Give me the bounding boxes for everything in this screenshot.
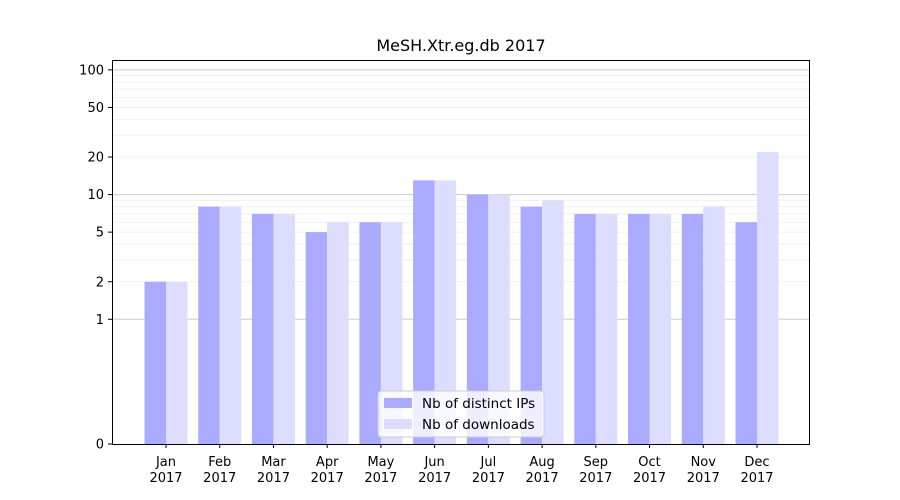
x-tick-label-year: 2017 [257,471,290,486]
y-tick-label: 100 [79,63,104,78]
bar-downloads-jun [434,180,457,444]
bar-downloads-jul [488,194,510,444]
legend-label: Nb of downloads [422,417,535,433]
bars [144,151,779,444]
bar-downloads-oct [649,213,672,444]
x-tick-label-month: Nov [691,455,717,470]
y-tick-label: 50 [87,101,104,116]
bar-distinct-ips-jun [413,180,435,444]
x-axis: Jan2017Feb2017Mar2017Apr2017May2017Jun20… [149,444,774,486]
x-tick-label-month: Jan [155,455,176,470]
bar-distinct-ips-jul [466,194,489,444]
bar-distinct-ips-apr [305,232,328,444]
x-tick-label-year: 2017 [364,471,397,486]
x-tick-label-month: Sep [584,455,609,470]
legend: Nb of distinct IPs Nb of downloads [377,390,545,438]
x-tick-label-month: Aug [529,455,554,470]
bar-downloads-feb [219,206,242,444]
bar-distinct-ips-jan [144,281,166,444]
bar-distinct-ips-aug [520,206,543,444]
bar-downloads-nov [703,206,725,444]
y-tick-label: 1 [96,313,104,328]
x-tick-label-year: 2017 [418,471,451,486]
chart-title: MeSH.Xtr.eg.db 2017 [376,36,545,55]
x-tick-label-month: Dec [744,455,769,470]
bar-downloads-aug [542,200,564,444]
x-tick-label-year: 2017 [740,471,773,486]
bar-distinct-ips-mar [251,213,274,444]
bar-downloads-sep [595,213,618,444]
bar-downloads-apr [327,222,349,444]
bar-distinct-ips-nov [681,213,704,444]
x-tick-label-month: Mar [261,455,286,470]
x-tick-label-year: 2017 [687,471,720,486]
x-tick-label-month: Jul [480,455,497,470]
x-tick-label-year: 2017 [203,471,236,486]
x-tick-label-year: 2017 [311,471,344,486]
legend-swatch [384,398,412,408]
bar-downloads-dec [757,151,779,444]
bar-distinct-ips-may [359,222,381,444]
y-tick-label: 0 [96,438,104,453]
x-tick-label-month: May [367,455,394,470]
x-tick-label-year: 2017 [526,471,559,486]
x-tick-label-year: 2017 [149,471,182,486]
x-tick-label-year: 2017 [633,471,666,486]
bar-downloads-mar [273,213,295,444]
x-tick-label-month: Oct [638,455,660,470]
plot-frame [112,60,810,445]
legend-swatch [384,419,412,429]
legend-box [377,390,545,438]
bar-distinct-ips-sep [574,213,596,444]
y-tick-label: 10 [87,188,104,203]
bar-downloads-jan [166,281,188,444]
y-tick-label: 20 [87,151,104,166]
x-tick-label-month: Jun [423,455,444,470]
y-axis: 0 1 2 5 10 20 50 100 [79,63,112,453]
x-tick-label-year: 2017 [472,471,505,486]
x-tick-label-month: Apr [316,455,339,470]
legend-label: Nb of distinct IPs [422,396,535,412]
bar-distinct-ips-feb [198,206,220,444]
bar-distinct-ips-dec [735,222,757,444]
x-tick-label-month: Feb [208,455,231,470]
bar-distinct-ips-oct [628,213,650,444]
y-tick-label: 5 [96,226,104,241]
x-tick-label-year: 2017 [579,471,612,486]
bar-downloads-may [380,222,403,444]
y-tick-label: 2 [96,275,104,290]
